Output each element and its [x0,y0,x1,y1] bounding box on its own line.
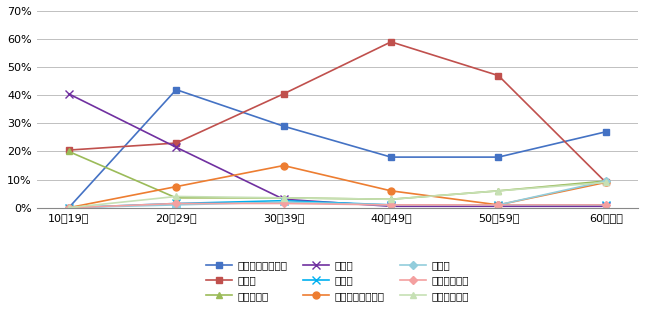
生活の利便性 [65,206,73,210]
卒　業 [65,206,73,210]
卒　業 [602,203,610,207]
卒　業 [495,203,502,207]
転　動 [495,74,502,78]
Line: 就職・転職・転業: 就職・転職・転業 [65,86,610,211]
住　宅 [280,200,288,204]
就　学 [280,197,288,201]
結婚・離婚・組組 [602,180,610,184]
生活の利便性 [495,189,502,193]
住　宅 [65,206,73,210]
交通の利便性 [495,203,502,207]
Line: 転　動: 転 動 [65,38,610,186]
就　学 [495,204,502,208]
卒　業 [172,202,180,205]
結婚・離婚・組組 [280,164,288,167]
就　学 [172,145,180,149]
住　宅 [172,203,180,207]
就　学 [602,204,610,208]
結婚・離婚・組組 [495,203,502,207]
生活の利便性 [387,197,395,201]
交通の利便性 [280,202,288,205]
生活の利便性 [602,180,610,184]
就職・転職・転業 [602,130,610,134]
結婚・離婚・組組 [387,189,395,193]
転　動 [387,40,395,44]
住　宅 [602,179,610,183]
就職・転職・転業 [65,206,73,210]
交通の利便性 [172,202,180,205]
卒　業 [387,203,395,207]
退職・廃業 [280,196,288,200]
Line: 卒　業: 卒 業 [64,197,610,212]
Line: 交通の利便性: 交通の利便性 [66,201,609,210]
退職・廃業 [495,189,502,193]
就　学 [65,92,73,96]
Line: 結婚・離婚・組組: 結婚・離婚・組組 [65,162,610,211]
交通の利便性 [387,203,395,207]
生活の利便性 [172,195,180,198]
退職・廃業 [387,197,395,201]
Line: 退職・廃業: 退職・廃業 [65,148,610,203]
Legend: 就職・転職・転業, 転　動, 退職・廃業, 就　学, 卒　業, 結婚・離婚・組組, 住　宅, 交通の利便性, 生活の利便性: 就職・転職・転業, 転 動, 退職・廃業, 就 学, 卒 業, 結婚・離婚・組組… [202,256,473,305]
就職・転職・転業 [495,155,502,159]
就職・転職・転業 [172,88,180,91]
卒　業 [280,199,288,202]
就職・転職・転業 [280,124,288,128]
住　宅 [495,203,502,207]
Line: 就　学: 就 学 [64,90,610,210]
結婚・離婚・組組 [172,185,180,188]
Line: 生活の利便性: 生活の利便性 [65,179,610,211]
生活の利便性 [280,196,288,200]
就職・転職・転業 [387,155,395,159]
退職・廃業 [65,150,73,153]
就　学 [387,204,395,208]
交通の利便性 [602,203,610,207]
転　動 [602,180,610,184]
Line: 住　宅: 住 宅 [66,178,609,210]
交通の利便性 [65,206,73,210]
結婚・離婚・組組 [65,206,73,210]
退職・廃業 [602,179,610,183]
退職・廃業 [172,196,180,200]
転　動 [65,148,73,152]
転　動 [172,141,180,145]
転　動 [280,92,288,96]
住　宅 [387,203,395,207]
